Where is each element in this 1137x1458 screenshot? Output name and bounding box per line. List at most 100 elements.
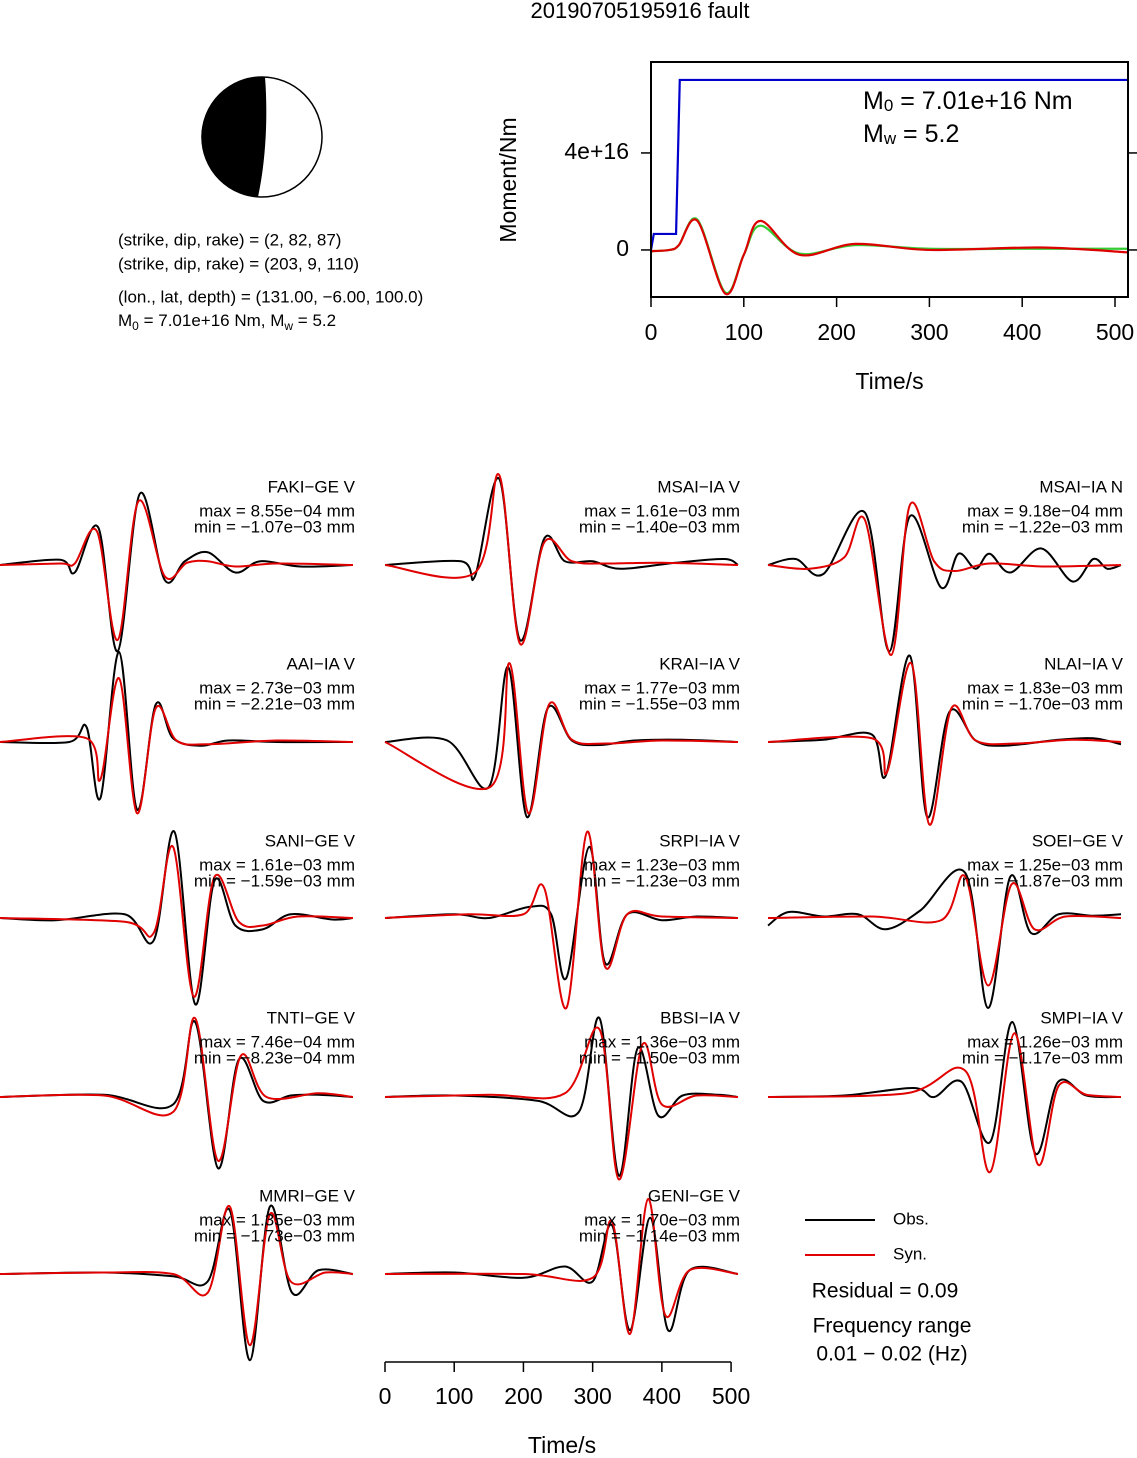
station-label: TNTI−GE V (267, 1008, 356, 1027)
x-tick-label: 300 (910, 319, 948, 345)
station-label: MMRI−GE V (259, 1186, 356, 1205)
waveform-syn (0, 845, 354, 998)
waveform-syn (0, 1205, 354, 1347)
waveform-obs (767, 509, 1122, 653)
max-label: max = 1.26e−03 mm (967, 1032, 1123, 1051)
min-label: min = −1.55e−03 mm (579, 694, 740, 713)
station-label: SRPI−IA V (659, 831, 740, 850)
waveform-obs (767, 1020, 1122, 1155)
legend-label: Obs. (893, 1209, 929, 1228)
station-label: GENI−GE V (648, 1186, 741, 1205)
station-label: SMPI−IA V (1040, 1008, 1123, 1027)
x-tick-label: 0 (379, 1383, 392, 1409)
x-axis-label: Time/s (528, 1432, 596, 1458)
symbol: M (270, 311, 284, 330)
min-label: min = −1.87e−03 mm (962, 871, 1123, 890)
waveform-syn (0, 677, 354, 815)
x-tick-label: 200 (817, 319, 855, 345)
station-label: MSAI−IA V (657, 477, 740, 496)
max-label: max = 2.73e−03 mm (199, 678, 355, 697)
mechanism-line: (strike, dip, rake) = (2, 82, 87) (118, 230, 341, 249)
waveform-syn (767, 1032, 1122, 1174)
moment-curve (650, 217, 1128, 295)
text: = 7.01e+16 Nm, (139, 311, 270, 330)
symbol: M (118, 311, 132, 330)
waveform-syn (384, 830, 739, 1010)
symbol: M (863, 87, 884, 115)
min-label: min = −1.73e−03 mm (194, 1226, 355, 1245)
symbol: M (863, 120, 884, 148)
waveform-syn (767, 874, 1122, 987)
y-tick-label: 0 (616, 235, 629, 261)
station-label: BBSI−IA V (660, 1008, 741, 1027)
moment-curve (649, 78, 1128, 251)
beachball-compression (201, 76, 267, 197)
frequency-range: 0.01 − 0.02 (Hz) (816, 1343, 967, 1366)
waveform-syn (0, 499, 354, 642)
station-label: FAKI−GE V (268, 477, 356, 496)
annotation: M0 = 7.01e+16 Nm (863, 87, 1073, 116)
x-tick-label: 100 (435, 1383, 473, 1409)
waveform-syn (384, 473, 739, 646)
x-tick-label: 500 (1096, 319, 1134, 345)
max-label: max = 7.46e−04 mm (199, 1032, 355, 1051)
max-label: max = 8.55e−04 mm (199, 501, 355, 520)
max-label: max = 1.35e−03 mm (199, 1210, 355, 1229)
x-tick-label: 400 (1003, 319, 1041, 345)
min-label: min = −1.70e−03 mm (962, 694, 1123, 713)
annotation: Mw = 5.2 (863, 120, 959, 149)
max-label: max = 1.25e−03 mm (967, 855, 1123, 874)
legend-label: Syn. (893, 1244, 927, 1263)
waveform-obs (0, 491, 354, 653)
x-tick-label: 400 (643, 1383, 681, 1409)
subscript: 0 (132, 319, 139, 333)
mechanism-line: (strike, dip, rake) = (203, 9, 110) (118, 254, 359, 273)
waveform-obs (0, 1020, 354, 1170)
waveform-syn (767, 662, 1122, 826)
plot-frame (650, 61, 1129, 298)
max-label: max = 9.18e−04 mm (967, 501, 1123, 520)
waveform-obs (0, 1204, 354, 1362)
max-label: max = 1.61e−03 mm (584, 501, 740, 520)
x-tick-label: 200 (504, 1383, 542, 1409)
y-axis-label: Moment/Nm (495, 117, 521, 242)
max-label: max = 1.77e−03 mm (584, 678, 740, 697)
subscript: 0 (884, 96, 893, 115)
x-tick-label: 100 (725, 319, 763, 345)
subscript: w (283, 319, 293, 333)
min-label: min = −8.23e−04 mm (194, 1048, 355, 1067)
mechanism-line: (lon., lat, depth) = (131.00, −6.00, 100… (118, 287, 423, 306)
station-label: NLAI−IA V (1044, 654, 1124, 673)
min-label: min = −1.07e−03 mm (194, 517, 355, 536)
station-label: SOEI−GE V (1032, 831, 1124, 850)
waveform-syn (0, 1017, 354, 1162)
text: = 5.2 (896, 120, 959, 148)
waveform-syn (767, 501, 1122, 657)
waveform-obs (0, 830, 354, 1006)
max-label: max = 1.83e−03 mm (967, 678, 1123, 697)
residual: Residual = 0.09 (812, 1280, 959, 1303)
max-label: max = 1.70e−03 mm (584, 1210, 740, 1229)
x-tick-label: 500 (712, 1383, 750, 1409)
x-tick-label: 300 (573, 1383, 611, 1409)
subscript: w (883, 129, 897, 148)
y-tick-label: 4e+16 (564, 138, 629, 164)
station-label: MSAI−IA N (1039, 477, 1123, 496)
frequency-title: Frequency range (813, 1315, 972, 1338)
station-label: AAI−IA V (286, 654, 355, 673)
min-label: min = −1.40e−03 mm (579, 517, 740, 536)
text: = 5.2 (293, 311, 336, 330)
min-label: min = −1.50e−03 mm (579, 1048, 740, 1067)
max-label: max = 1.23e−03 mm (584, 855, 740, 874)
moment-curve (650, 218, 1129, 296)
waveform-syn (384, 1026, 739, 1181)
min-label: min = −1.14e−03 mm (579, 1226, 740, 1245)
min-label: min = −1.17e−03 mm (962, 1048, 1123, 1067)
x-tick-label: 0 (645, 319, 658, 345)
min-label: min = −2.21e−03 mm (194, 694, 355, 713)
min-label: min = −1.59e−03 mm (194, 871, 355, 890)
station-label: SANI−GE V (265, 831, 356, 850)
min-label: min = −1.22e−03 mm (962, 517, 1123, 536)
x-axis-label: Time/s (855, 368, 923, 394)
